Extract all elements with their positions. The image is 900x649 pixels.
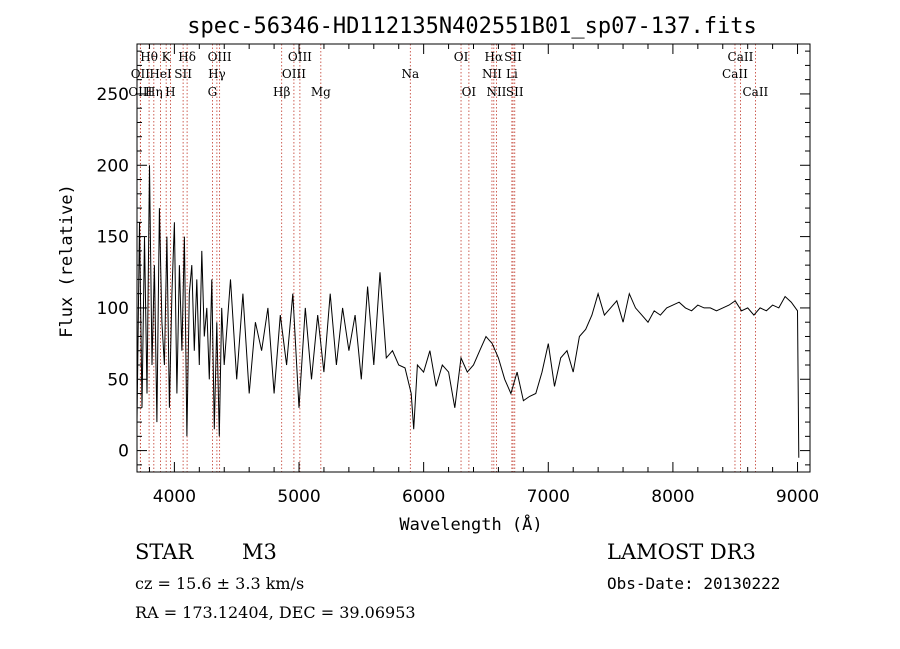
observation-date: Obs-Date: 20130222 [607,574,781,593]
line-label-3: Hη [145,85,163,99]
line-label-24: SII [506,85,524,99]
line-label-25: CaII [728,50,754,64]
survey-name: LAMOST DR3 [607,540,756,564]
chart-title: spec-56346-HD112135N402551B01_sp07-137.f… [187,14,757,39]
line-label-11: G [208,85,218,99]
line-label-22: SII [504,50,522,64]
line-label-6: H [165,85,175,99]
line-label-18: OI [462,85,477,99]
y-tick-label-0: 0 [118,442,129,462]
line-label-16: Na [401,67,419,81]
line-label-26: CaII [722,67,748,81]
redshift-value: cz = 15.6 ± 3.3 km/s [135,574,305,593]
line-label-4: K [162,50,172,64]
x-tick-label-8000: 8000 [651,487,694,507]
line-label-21: NII [486,85,506,99]
x-tick-label-7000: 7000 [527,487,570,507]
line-label-27: CaII [742,85,768,99]
y-tick-label-100: 100 [97,299,129,319]
line-label-13: OIII [288,50,312,64]
line-label-8: SII [174,67,192,81]
x-tick-label-6000: 6000 [402,487,445,507]
y-tick-label-250: 250 [97,85,129,105]
y-axis-label: Flux (relative) [57,184,77,338]
y-axis: 0 50 100 150 200 250 [97,50,810,466]
line-label-19: Hα [485,50,504,64]
line-label-15: Mg [311,85,331,99]
line-label-1: OII [131,67,151,81]
line-label-17: OI [454,50,469,64]
x-tick-label-5000: 5000 [277,487,320,507]
y-tick-label-200: 200 [97,156,129,176]
x-tick-label-4000: 4000 [153,487,196,507]
line-label-14: OIII [282,67,306,81]
plot-frame [136,43,811,473]
line-label-5: HeI [149,67,172,81]
y-tick-label-150: 150 [97,228,129,248]
y-tick-label-50: 50 [107,370,129,390]
spectrum-line [136,165,800,458]
spectrum-series [136,165,800,458]
object-subclass: M3 [242,540,277,564]
x-tick-label-9000: 9000 [776,487,819,507]
line-label-10: Hγ [208,67,226,81]
object-class: STAR [135,540,194,564]
line-label-7: Hδ [178,50,196,64]
line-label-2: OIII [128,85,152,99]
line-label-0: Hθ [140,50,158,64]
line-label-20: NII [482,67,502,81]
x-axis: 4000 5000 6000 7000 8000 9000 [148,44,819,507]
coordinates: RA = 173.12404, DEC = 39.06953 [135,603,416,622]
line-label-12: Hβ [273,85,290,99]
spectral-lines [139,44,756,472]
x-axis-label: Wavelength (Å) [399,513,542,535]
line-label-23: Li [506,67,518,81]
line-label-9: OIII [208,50,232,64]
